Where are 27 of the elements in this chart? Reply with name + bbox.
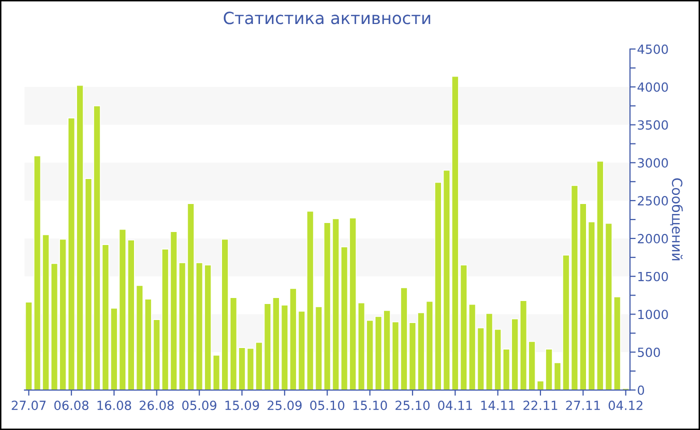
y-tick-label: 4500 (638, 44, 668, 54)
x-tick-label: 04.11 (438, 400, 472, 410)
x-tick-label: 04.12 (608, 400, 642, 410)
y-tick-label: 4000 (638, 82, 668, 92)
x-tick-label: 15.09 (225, 400, 259, 410)
y-tick-label: 0 (638, 385, 644, 395)
y-tick-label: 2000 (638, 234, 668, 244)
y-tick-label: 1500 (638, 272, 668, 282)
y-tick-label: 3500 (638, 120, 668, 130)
x-tick-label: 25.10 (396, 400, 430, 410)
y-tick-label: 1000 (638, 310, 668, 320)
y-tick-label: 2500 (638, 196, 668, 206)
x-tick-label: 05.10 (310, 400, 344, 410)
x-tick-label: 16.08 (98, 400, 132, 410)
chart-title: Статистика активности (224, 12, 430, 24)
x-tick-label: 06.08 (54, 400, 88, 410)
x-tick-label: 05.09 (182, 400, 216, 410)
x-tick-label: 26.08 (140, 400, 174, 410)
x-tick-label: 15.10 (353, 400, 387, 410)
x-tick-label: 27.07 (12, 400, 46, 410)
y-axis-title: Сообщений (670, 178, 683, 260)
y-tick-label: 3000 (638, 158, 668, 168)
x-tick-label: 14.11 (481, 400, 515, 410)
y-tick-label: 500 (638, 348, 660, 358)
x-tick-label: 22.11 (523, 400, 558, 410)
x-tick-label: 27.11 (566, 400, 600, 410)
x-tick-label: 25.09 (268, 400, 302, 410)
